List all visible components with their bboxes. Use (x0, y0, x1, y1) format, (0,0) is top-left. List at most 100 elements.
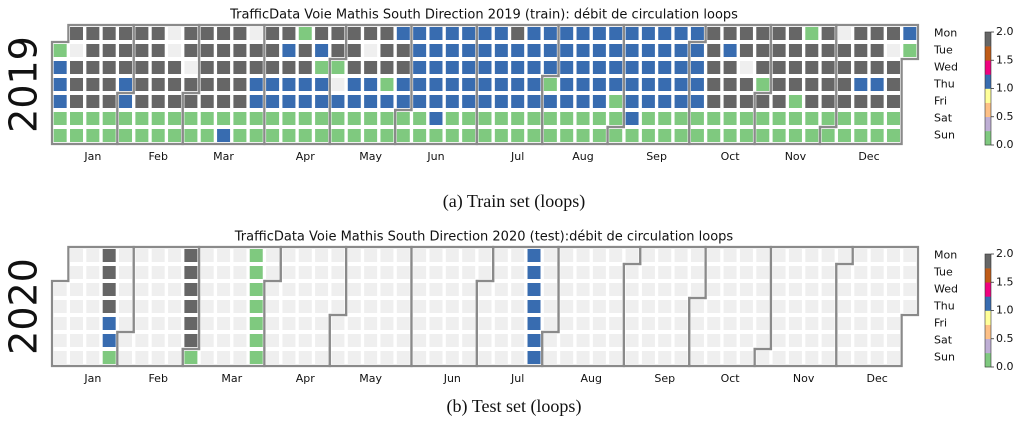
day-cell (690, 129, 704, 142)
empty-cell (347, 317, 361, 330)
day-cell (86, 112, 100, 125)
day-cell (413, 112, 427, 125)
day-cell (625, 129, 639, 142)
empty-cell (282, 249, 296, 262)
empty-cell (429, 283, 443, 296)
day-cell (168, 78, 182, 91)
day-label: Thu (933, 78, 955, 91)
day-label: Tue (933, 44, 953, 57)
day-cell (707, 44, 721, 57)
empty-cell (886, 334, 900, 347)
empty-cell (805, 266, 819, 279)
empty-cell (788, 334, 802, 347)
day-cell (413, 44, 427, 57)
empty-cell (592, 249, 606, 262)
empty-cell (70, 300, 84, 313)
day-cell (266, 129, 280, 142)
day-cell (870, 78, 884, 91)
empty-cell (298, 249, 312, 262)
day-cell (592, 95, 606, 108)
month-label: Feb (148, 150, 167, 163)
empty-cell (772, 334, 786, 347)
day-cell (494, 44, 508, 57)
day-cell (249, 78, 263, 91)
day-cell (347, 95, 361, 108)
empty-cell (70, 266, 84, 279)
day-cell (772, 78, 786, 91)
empty-cell (200, 266, 214, 279)
day-cell (560, 78, 574, 91)
day-cell (543, 129, 557, 142)
empty-cell (625, 249, 639, 262)
day-cell (282, 44, 296, 57)
day-cell (445, 112, 459, 125)
empty-cell (592, 317, 606, 330)
empty-cell (609, 334, 623, 347)
day-cell (625, 78, 639, 91)
day-cell (625, 61, 639, 74)
colorbar-segment (985, 282, 991, 297)
day-cell (53, 129, 67, 142)
day-cell (364, 78, 378, 91)
empty-cell (870, 300, 884, 313)
empty-cell (788, 351, 802, 364)
empty-cell (772, 283, 786, 296)
day-cell (641, 78, 655, 91)
empty-cell (135, 334, 149, 347)
day-cell (119, 78, 133, 91)
day-cell (576, 27, 590, 40)
day-cell (429, 61, 443, 74)
empty-cell (168, 334, 182, 347)
day-cell (331, 44, 345, 57)
empty-cell (331, 300, 345, 313)
empty-cell (380, 266, 394, 279)
day-cell (200, 129, 214, 142)
day-cell (788, 112, 802, 125)
day-cell (168, 61, 182, 74)
day-cell (200, 78, 214, 91)
empty-cell (723, 300, 737, 313)
day-cell (837, 129, 851, 142)
day-cell (707, 129, 721, 142)
empty-cell (233, 317, 247, 330)
day-cell (233, 129, 247, 142)
day-cell (462, 129, 476, 142)
day-cell (658, 27, 672, 40)
day-cell (184, 351, 198, 364)
empty-cell (217, 283, 231, 296)
empty-cell (151, 300, 165, 313)
day-cell (151, 44, 165, 57)
empty-cell (396, 317, 410, 330)
empty-cell (168, 266, 182, 279)
day-cell (315, 61, 329, 74)
day-cell (217, 27, 231, 40)
day-label: Sat (934, 334, 953, 347)
empty-cell (739, 317, 753, 330)
empty-cell (315, 283, 329, 296)
empty-cell (658, 351, 672, 364)
empty-cell (494, 266, 508, 279)
day-cell (478, 61, 492, 74)
day-cell (445, 61, 459, 74)
empty-cell (70, 317, 84, 330)
empty-cell (298, 266, 312, 279)
colorbar-segment (985, 74, 991, 89)
empty-cell (413, 300, 427, 313)
empty-cell (380, 351, 394, 364)
empty-cell (609, 351, 623, 364)
empty-cell (772, 300, 786, 313)
month-label: Feb (148, 372, 167, 385)
day-cell (347, 44, 361, 57)
day-cell (674, 44, 688, 57)
empty-cell (625, 334, 639, 347)
day-cell (886, 95, 900, 108)
empty-cell (396, 334, 410, 347)
empty-cell (756, 334, 770, 347)
empty-cell (70, 334, 84, 347)
day-cell (396, 129, 410, 142)
day-cell (347, 27, 361, 40)
colorbar-segment (985, 324, 991, 340)
empty-cell (658, 249, 672, 262)
empty-cell (658, 334, 672, 347)
day-cell (478, 95, 492, 108)
